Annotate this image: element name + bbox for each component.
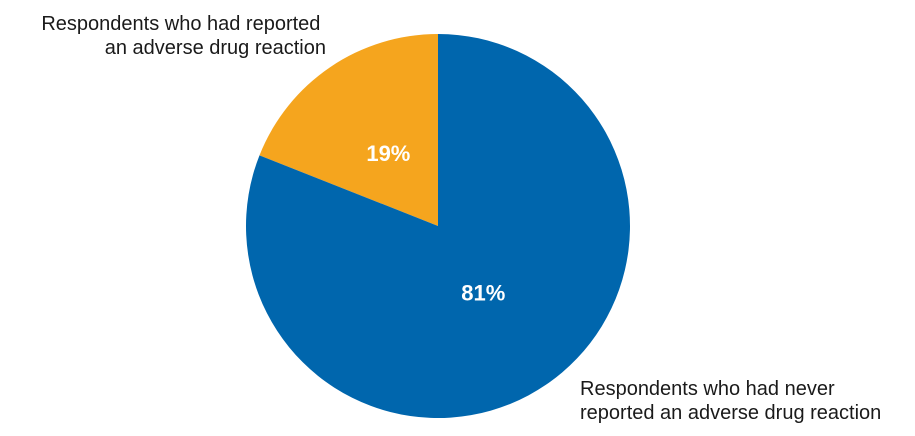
pie-slices bbox=[246, 34, 630, 419]
pie-slice-never-reported bbox=[246, 34, 630, 419]
category-label-reported: Respondents who had reported an adverse … bbox=[41, 13, 326, 59]
slice-value-label-never-reported: 81% bbox=[461, 281, 505, 306]
slice-value-labels: 19% 81% bbox=[366, 141, 505, 306]
slice-value-label-reported: 19% bbox=[366, 141, 410, 166]
category-label-never-reported: Respondents who had never reported an ad… bbox=[580, 378, 881, 424]
pie-slice-reported bbox=[259, 34, 438, 226]
